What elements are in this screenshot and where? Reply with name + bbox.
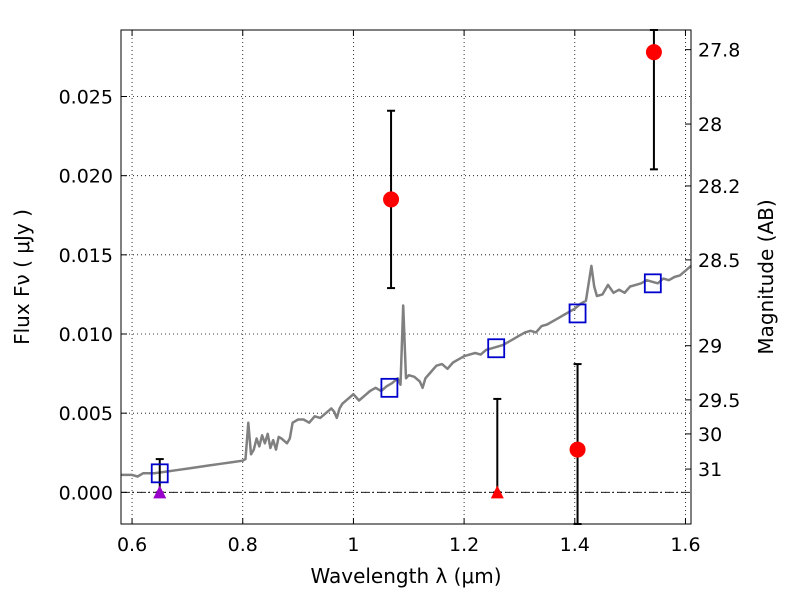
plot-series [121,29,692,525]
plot-frame [120,29,692,525]
data-point-square [380,377,399,398]
x-tick-label: 1.2 [449,534,479,556]
axis-ticks: 0.6 0.8 1 1.2 1.4 1.6 0.000 0.005 0.010 0.015 0.02… [59,30,740,556]
y-tick-label: 0.015 [59,245,113,267]
x-axis-label: Wavelength λ (μm) [310,564,501,588]
y2-tick-label: 31 [698,459,722,481]
data-point-circle [569,441,586,458]
x-tick-label: 0.6 [117,534,147,556]
y-tick-label: 0.020 [59,166,113,188]
y2-tick-label: 28.2 [698,176,740,198]
x-tick-label: 1.4 [560,534,590,556]
data-point-square [568,303,587,324]
y2-tick-label: 29.5 [698,390,740,412]
y2-tick-label: 29 [698,336,722,358]
x-tick-label: 0.8 [228,534,258,556]
y-tick-label: 0.010 [59,324,113,346]
y2-tick-label: 28 [698,114,722,136]
y-tick-label: 0.000 [59,482,113,504]
data-point-triangle [153,485,167,499]
y-tick-label: 0.025 [59,87,113,109]
data-point-circle [645,44,662,61]
y2-axis-label: Magnitude (AB) [754,199,778,354]
x-tick-label: 1 [347,534,359,556]
x-tick-label: 1.6 [670,534,700,556]
data-point-square [643,273,662,294]
data-point-square [487,338,506,359]
data-point-circle [383,191,400,208]
y-tick-label: 0.005 [59,403,113,425]
model-spectrum-line [121,264,692,478]
grid [121,30,691,524]
data-point-square [150,463,169,484]
y-axis-label: Flux Fν ( μJy ) [10,209,34,345]
y2-tick-label: 30 [698,424,722,446]
y2-tick-label: 28.5 [698,250,740,272]
y2-tick-label: 27.8 [698,40,740,62]
data-point-triangle [490,485,504,499]
